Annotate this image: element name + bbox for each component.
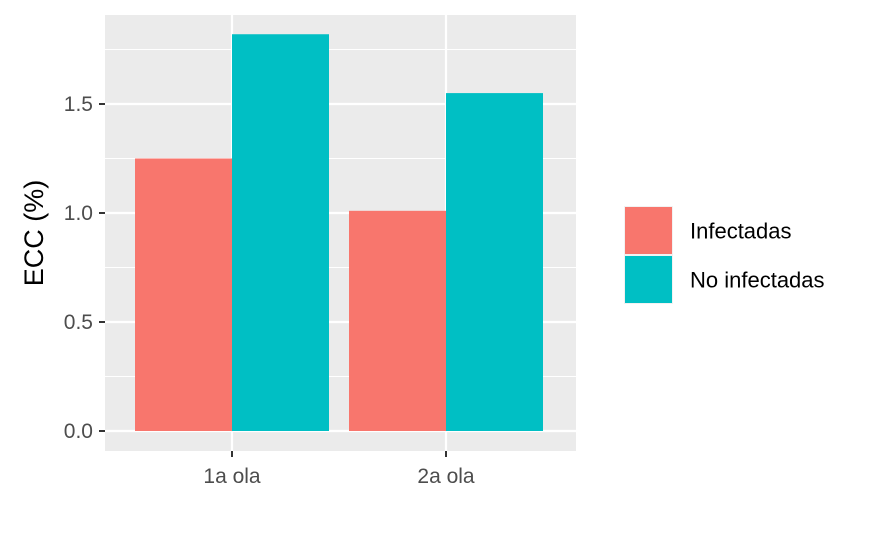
- legend: Infectadas No infectadas: [624, 206, 825, 304]
- legend-label: No infectadas: [690, 268, 825, 293]
- x-axis: 1a ola 2a ola: [203, 451, 475, 488]
- bars: [135, 34, 543, 432]
- y-tick-label: 0.0: [64, 420, 93, 443]
- bar: [135, 158, 232, 431]
- legend-label: Infectadas: [690, 219, 792, 244]
- y-tick-label: 1.5: [64, 93, 93, 116]
- y-tick-label: 1.0: [64, 202, 93, 225]
- y-axis: 0.0 0.5 1.0 1.5: [64, 93, 105, 443]
- bar: [349, 210, 446, 431]
- x-tick-label: 2a ola: [417, 465, 475, 488]
- bar: [232, 34, 329, 432]
- y-tick-label: 0.5: [64, 311, 93, 334]
- legend-key-swatch: [625, 256, 672, 303]
- y-axis-title: ECC (%): [19, 180, 49, 287]
- bar: [446, 93, 543, 431]
- legend-key-swatch: [625, 207, 672, 254]
- x-tick-label: 1a ola: [203, 465, 261, 488]
